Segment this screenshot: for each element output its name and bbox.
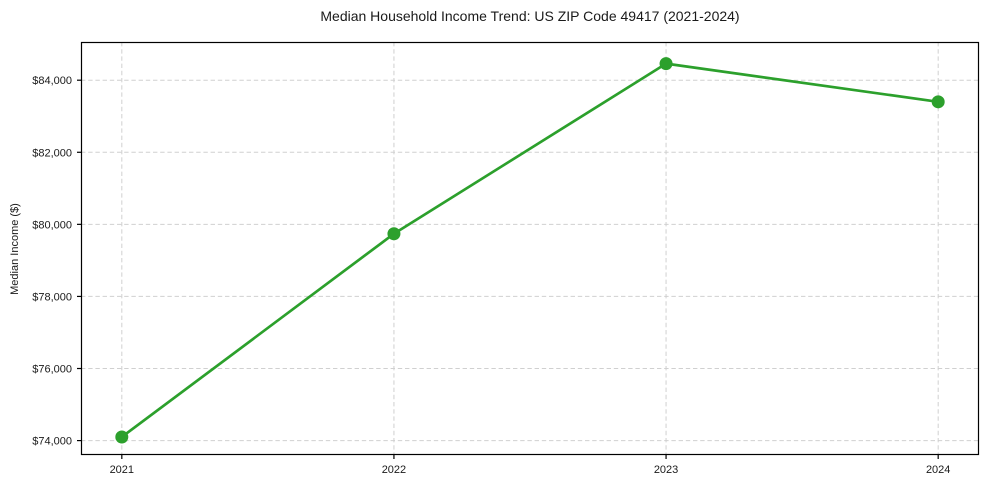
y-tick-label: $78,000 — [32, 291, 72, 303]
trend-line — [120, 62, 940, 439]
data-point-2024 — [931, 95, 945, 109]
x-tick-label: 2021 — [110, 464, 134, 476]
y-tick-label: $74,000 — [32, 436, 72, 448]
chart-title: Median Household Income Trend: US ZIP Co… — [320, 8, 740, 24]
y-tick-label: $82,000 — [32, 147, 72, 159]
data-point-2021 — [115, 430, 129, 444]
data-point-2022 — [387, 227, 401, 241]
y-tick-label: $76,000 — [32, 364, 72, 376]
x-tick-label: 2022 — [382, 464, 406, 476]
y-tick-label: $84,000 — [32, 75, 72, 87]
y-tick-label: $80,000 — [32, 219, 72, 231]
x-tick-label: 2024 — [926, 464, 950, 476]
x-tick-label: 2023 — [654, 464, 678, 476]
y-axis-label: Median Income ($) — [9, 203, 21, 295]
data-point-2023 — [659, 57, 673, 71]
plot-border — [80, 41, 980, 456]
